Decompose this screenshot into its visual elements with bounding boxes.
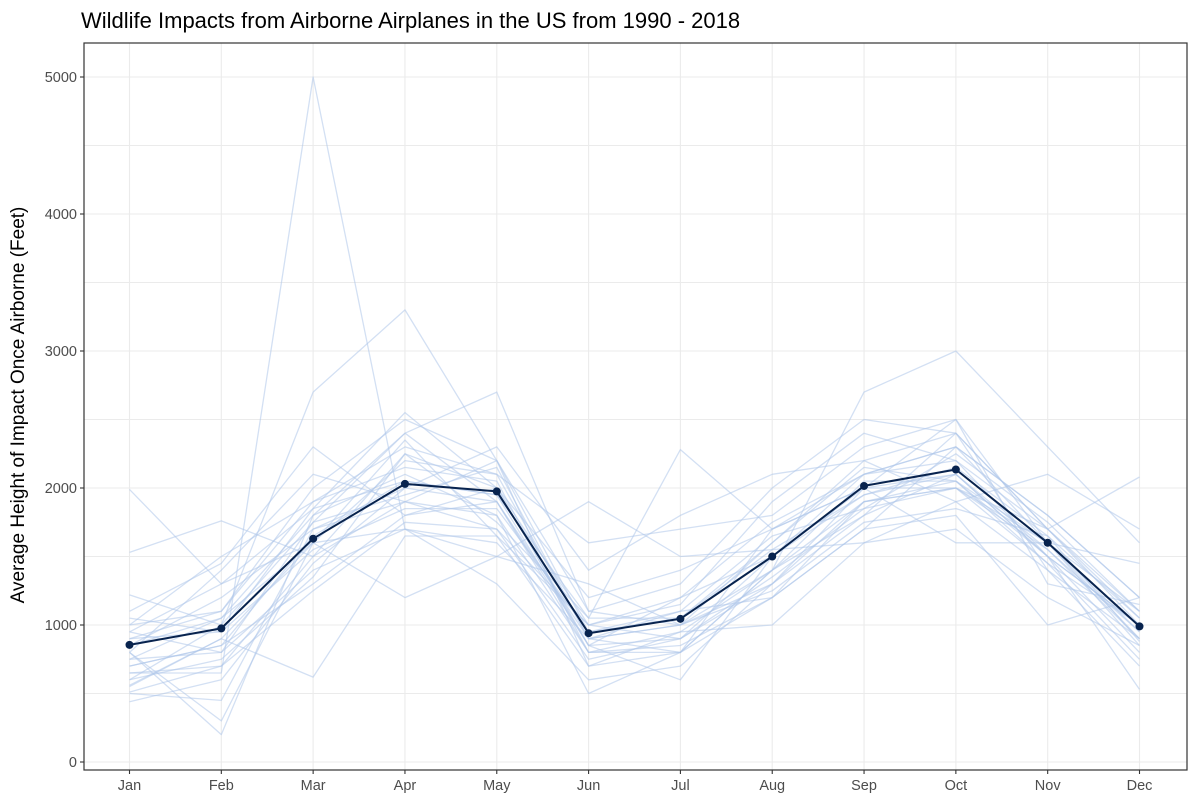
x-tick-label: Apr <box>394 778 417 794</box>
y-axis-title: Average Height of Impact Once Airborne (… <box>8 207 29 604</box>
average-point <box>492 487 501 496</box>
yearly-series-line <box>129 432 1140 688</box>
yearly-series-line <box>129 473 1141 736</box>
average-series <box>125 465 1144 649</box>
y-tick-label: 3000 <box>45 344 77 360</box>
yearly-series-line <box>129 446 1140 703</box>
yearly-series-line <box>129 488 1140 647</box>
yearly-series-line <box>129 466 1140 660</box>
yearly-series-line <box>129 473 1140 647</box>
average-point <box>768 552 777 561</box>
y-tick-label: 0 <box>69 755 77 771</box>
x-tick-label: Nov <box>1035 778 1062 794</box>
average-point <box>217 624 226 633</box>
yearly-series-line <box>129 473 1140 640</box>
average-point <box>676 614 685 623</box>
average-point <box>951 465 960 474</box>
x-tick-label: Jan <box>118 778 141 794</box>
average-point <box>125 640 134 649</box>
chart-title: Wildlife Impacts from Airborne Airplanes… <box>81 8 740 33</box>
average-point <box>400 479 409 488</box>
average-line <box>129 468 1141 646</box>
x-tick-label: Jul <box>671 778 690 794</box>
grid-lines <box>84 43 1187 770</box>
yearly-series-line <box>129 411 1140 647</box>
x-tick-label: Mar <box>301 778 326 794</box>
y-tick-label: 5000 <box>45 70 77 86</box>
x-tick-label: May <box>483 778 511 794</box>
yearly-series-line <box>129 418 1140 640</box>
x-tick-label: Sep <box>851 778 877 794</box>
x-tick-label: Dec <box>1127 778 1153 794</box>
x-tick-label: Aug <box>759 778 785 794</box>
average-point <box>860 481 869 490</box>
y-tick-label: 1000 <box>45 618 77 634</box>
yearly-series-line <box>129 466 1140 654</box>
x-tick-label: Feb <box>209 778 234 794</box>
average-point <box>309 534 318 543</box>
yearly-series-line <box>129 487 1140 674</box>
yearly-series-line <box>129 418 1140 626</box>
x-tick-label: Oct <box>945 778 968 794</box>
yearly-series-line <box>129 432 1140 647</box>
yearly-series-line <box>129 448 1140 681</box>
average-point <box>584 629 593 638</box>
axes: 0 1000 2000 3000 4000 5000 Jan Feb Mar Apr May Jun J… <box>45 70 1153 794</box>
y-tick-label: 2000 <box>45 481 77 497</box>
y-tick-label: 4000 <box>45 207 77 223</box>
average-point <box>1043 538 1052 547</box>
x-tick-label: Jun <box>577 778 600 794</box>
plot-panel-border <box>83 42 1188 771</box>
average-point <box>1135 622 1144 631</box>
yearly-series-line <box>129 309 1140 681</box>
